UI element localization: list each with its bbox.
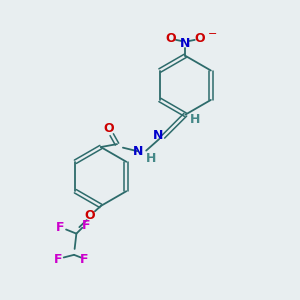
Text: O: O: [103, 122, 113, 135]
Text: F: F: [80, 253, 88, 266]
Text: −: −: [208, 29, 217, 39]
Text: F: F: [56, 221, 64, 234]
Text: H: H: [190, 113, 200, 127]
Text: F: F: [54, 253, 62, 266]
Text: O: O: [84, 209, 95, 222]
Text: N: N: [180, 37, 190, 50]
Text: O: O: [195, 32, 206, 45]
Text: N: N: [133, 145, 143, 158]
Text: F: F: [82, 219, 90, 232]
Text: N: N: [153, 129, 164, 142]
Text: H: H: [146, 152, 157, 165]
Text: O: O: [165, 32, 176, 45]
